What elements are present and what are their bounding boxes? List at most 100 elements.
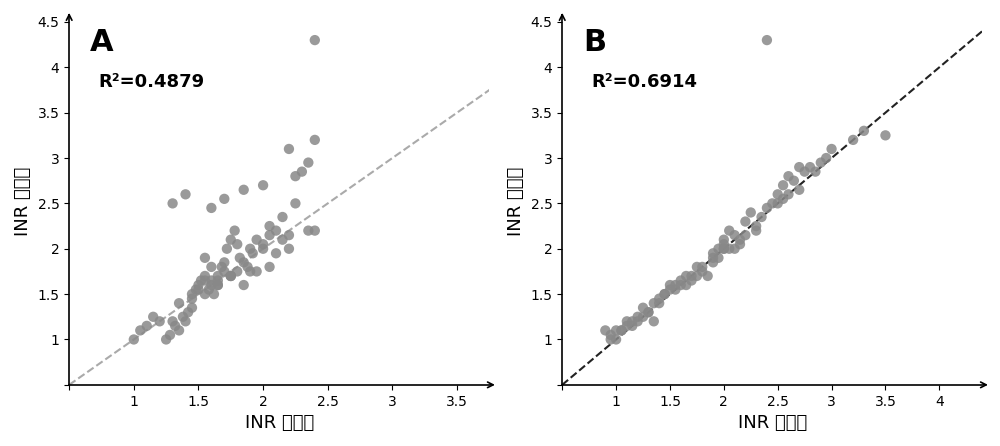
Point xyxy=(184,304,200,311)
Point xyxy=(165,318,181,325)
Point xyxy=(640,309,656,316)
Point xyxy=(662,281,678,289)
Point xyxy=(877,132,893,139)
Point xyxy=(759,37,775,44)
Point xyxy=(678,281,694,289)
Point xyxy=(818,154,834,161)
Point xyxy=(139,322,155,330)
Point xyxy=(178,191,194,198)
Point xyxy=(281,145,297,153)
Point xyxy=(240,263,256,270)
Point xyxy=(743,209,759,216)
Point xyxy=(780,173,796,180)
Point xyxy=(197,254,213,261)
Point xyxy=(223,236,239,243)
Point xyxy=(210,281,226,289)
Point xyxy=(845,136,861,144)
Point xyxy=(262,231,278,239)
Point xyxy=(775,182,791,189)
Point xyxy=(190,281,206,289)
Point xyxy=(705,250,721,257)
Point xyxy=(732,236,748,243)
Text: R²=0.4879: R²=0.4879 xyxy=(99,73,205,91)
Point xyxy=(223,273,239,280)
Text: B: B xyxy=(583,29,606,58)
Point xyxy=(748,227,764,234)
Point xyxy=(630,318,646,325)
Point xyxy=(802,164,818,171)
Point xyxy=(727,231,743,239)
Point xyxy=(678,273,694,280)
Point xyxy=(216,268,232,275)
Point xyxy=(684,273,700,280)
Point xyxy=(214,263,230,270)
Point xyxy=(721,227,737,234)
Point xyxy=(242,268,258,275)
Point xyxy=(227,227,243,234)
Point xyxy=(635,313,651,320)
Point xyxy=(255,182,271,189)
Point xyxy=(197,273,213,280)
Point xyxy=(780,191,796,198)
Point xyxy=(274,236,290,243)
Point xyxy=(206,290,222,297)
Point xyxy=(775,195,791,202)
Point xyxy=(210,281,226,289)
Point xyxy=(203,281,219,289)
Point xyxy=(813,159,829,166)
Point xyxy=(694,268,710,275)
Point xyxy=(684,277,700,284)
Point xyxy=(710,254,726,261)
Point xyxy=(619,318,635,325)
Point xyxy=(307,37,323,44)
Point xyxy=(630,313,646,320)
Point xyxy=(193,277,209,284)
Point xyxy=(262,263,278,270)
Point xyxy=(603,331,619,339)
Point xyxy=(197,290,213,297)
Point xyxy=(287,200,303,207)
Point xyxy=(673,281,689,289)
Point xyxy=(700,273,716,280)
Point xyxy=(646,318,662,325)
Point xyxy=(807,168,823,175)
Point xyxy=(791,164,807,171)
Point xyxy=(223,273,239,280)
Point xyxy=(624,322,640,330)
Point xyxy=(748,223,764,230)
Point xyxy=(245,250,261,257)
Point xyxy=(178,318,194,325)
Point xyxy=(657,290,673,297)
Point xyxy=(640,309,656,316)
Point xyxy=(759,204,775,211)
Point xyxy=(145,313,161,320)
Point xyxy=(770,200,786,207)
Point xyxy=(597,327,613,334)
Point xyxy=(716,241,732,248)
Point xyxy=(249,268,265,275)
Point xyxy=(236,259,252,266)
Point xyxy=(203,263,219,270)
Point xyxy=(268,250,284,257)
Y-axis label: INR 实测值: INR 实测值 xyxy=(14,166,32,236)
Point xyxy=(184,295,200,302)
Y-axis label: INR 实测值: INR 实测值 xyxy=(507,166,525,236)
Point xyxy=(201,286,217,293)
Point xyxy=(721,245,737,252)
Point xyxy=(716,245,732,252)
Point xyxy=(307,136,323,144)
Point xyxy=(236,281,252,289)
Point xyxy=(184,290,200,297)
Point xyxy=(126,336,142,343)
Point xyxy=(171,327,187,334)
Point xyxy=(705,259,721,266)
Point xyxy=(619,322,635,330)
Point xyxy=(281,245,297,252)
Point xyxy=(219,245,235,252)
Point xyxy=(732,241,748,248)
Point xyxy=(152,318,168,325)
Point xyxy=(613,327,629,334)
Point xyxy=(689,263,705,270)
Point xyxy=(203,277,219,284)
Point xyxy=(608,336,624,343)
